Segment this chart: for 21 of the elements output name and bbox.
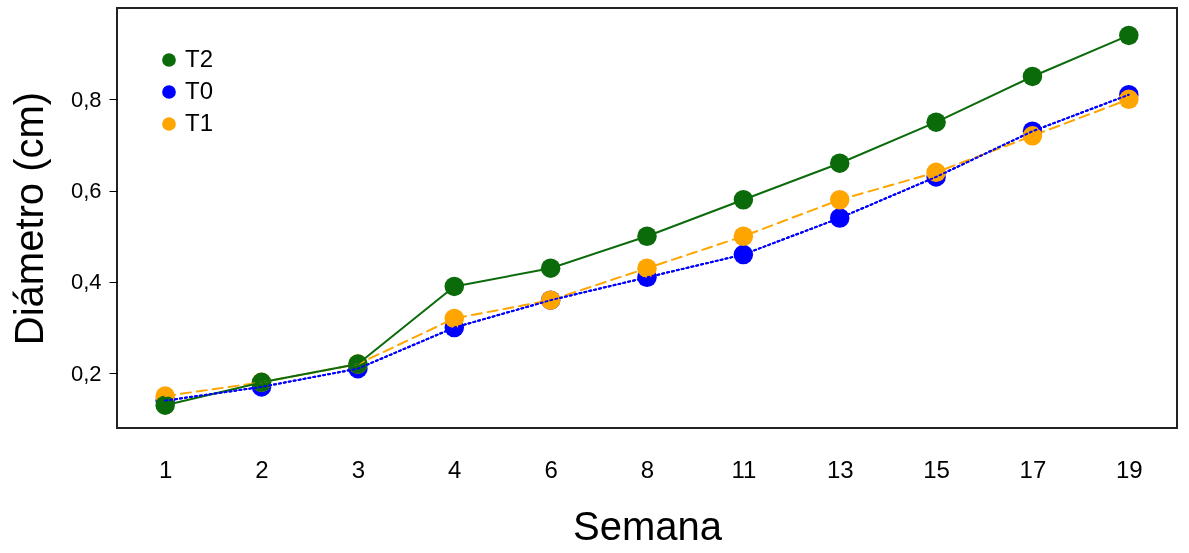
y-tick-label: 0,8	[70, 86, 102, 112]
y-axis-title: Diámetro (cm)	[6, 91, 51, 346]
x-tick-label: 1	[159, 455, 173, 483]
legend-label: T0	[185, 77, 214, 104]
x-tick-label: 4	[448, 455, 462, 483]
x-tick-label: 13	[826, 455, 854, 483]
x-tick-label: 8	[640, 455, 655, 483]
x-tick-label: 11	[731, 455, 757, 483]
x-tick-label: 15	[923, 455, 950, 483]
x-tick-label: 19	[1115, 455, 1143, 483]
x-tick-label: 6	[544, 455, 558, 483]
y-tick-label: 0,6	[70, 178, 102, 204]
y-tick-label: 0,4	[70, 269, 102, 295]
x-tick-label: 2	[255, 455, 269, 483]
legend-label: T2	[185, 45, 214, 72]
x-tick-label: 17	[1019, 455, 1047, 483]
point	[1119, 25, 1139, 46]
x-axis-title: Semana	[573, 503, 723, 548]
x-tick-label: 3	[351, 455, 366, 483]
legend-label: T1	[185, 109, 214, 136]
y-tick-label: 0,2	[70, 360, 102, 386]
